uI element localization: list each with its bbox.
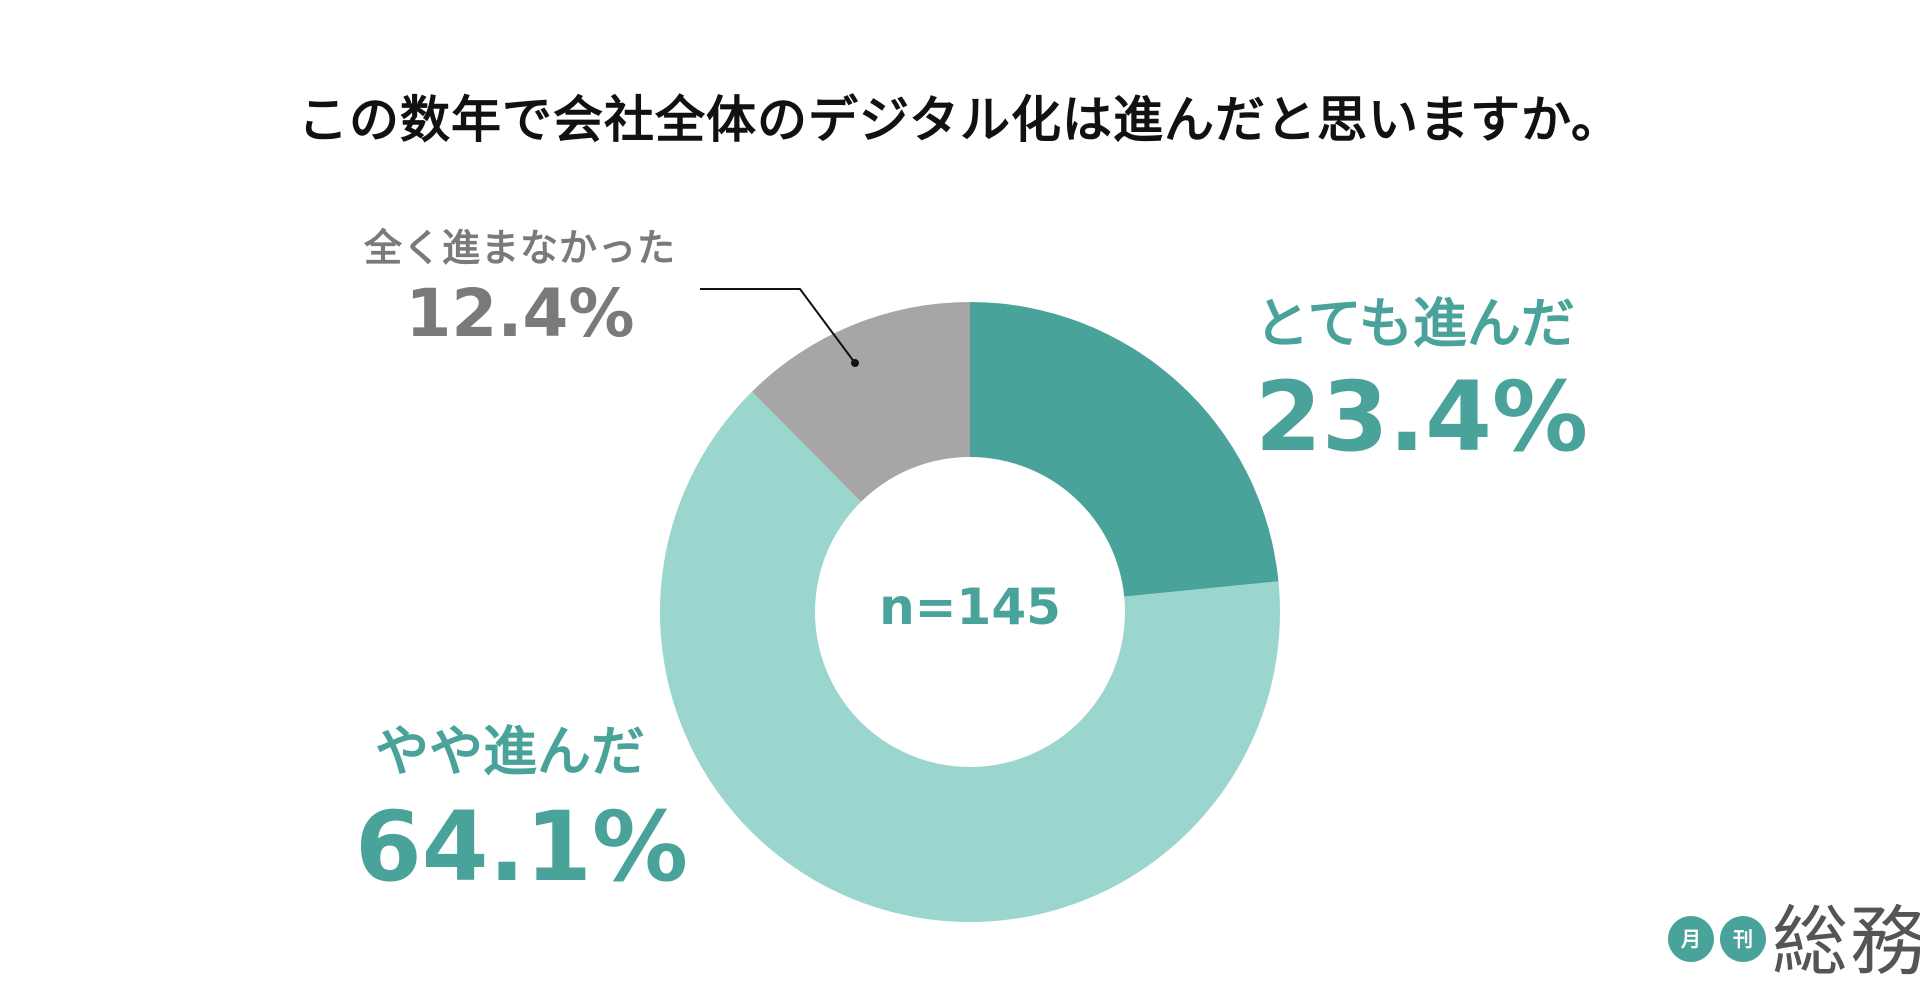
- slice-label-not-progressed: 全く進まなかった 12.4%: [350, 229, 690, 347]
- donut-slices: [660, 302, 1280, 922]
- leader-dot: [851, 359, 859, 367]
- slice-label-very-progressed: とても進んだ 23.4%: [1255, 292, 1589, 473]
- slice-label-somewhat-progressed: やや進んだ 64.1%: [355, 720, 689, 903]
- slice-value-not-progressed: 12.4%: [405, 275, 635, 352]
- leader-line: [700, 288, 856, 364]
- slice-very-progressed: [970, 302, 1279, 597]
- slice-name-somewhat-progressed: やや進んだ: [375, 720, 645, 783]
- slice-value-somewhat-progressed: 64.1%: [355, 791, 689, 903]
- sample-size-label: n=145: [879, 578, 1061, 636]
- publisher-logo: 月 刊 総務: [1668, 904, 1920, 988]
- slice-name-not-progressed: 全く進まなかった: [363, 226, 676, 270]
- slice-not-progressed: [752, 302, 970, 502]
- slice-name-very-progressed: とても進んだ: [1255, 292, 1575, 355]
- slice-somewhat-progressed: [660, 391, 1280, 922]
- chart-title: この数年で会社全体のデジタル化は進んだと思いますか。: [298, 91, 1622, 149]
- logo-badge-month: 月: [1668, 916, 1714, 962]
- slice-value-very-progressed: 23.4%: [1255, 361, 1589, 473]
- logo-badge-publication: 刊: [1720, 916, 1766, 962]
- logo-wordmark: 総務: [1772, 897, 1920, 986]
